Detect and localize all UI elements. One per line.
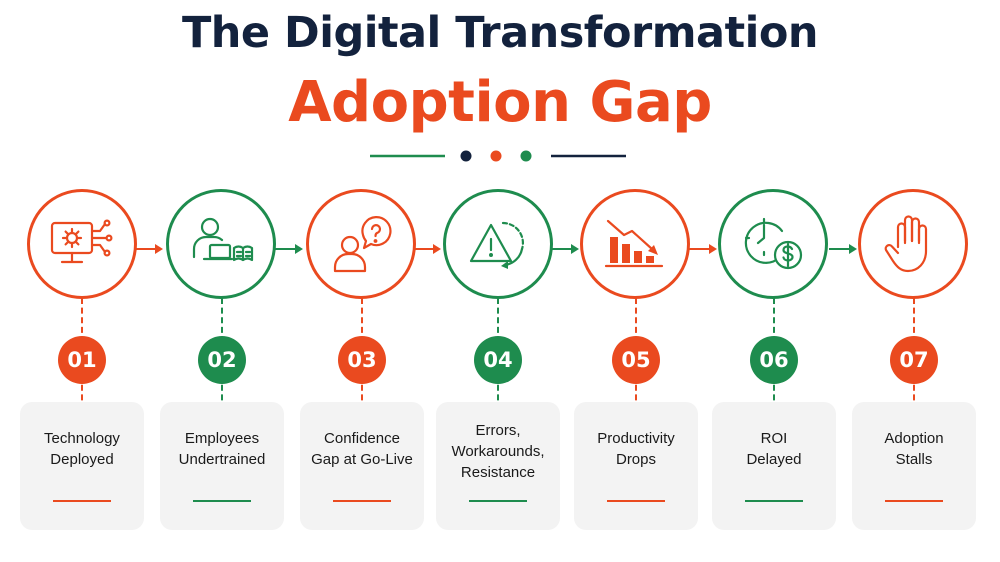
step-7-number: 07	[890, 336, 938, 384]
card-accent-bar	[469, 500, 527, 502]
title-line-2: Adoption Gap	[288, 70, 712, 135]
flow-arrow-icon	[275, 244, 303, 254]
person-question-icon	[333, 216, 392, 273]
step-4-number: 04	[474, 336, 522, 384]
step-5-circle	[580, 189, 690, 299]
person-laptop-book-icon	[192, 217, 254, 262]
step-7-label: Adoption Stalls	[884, 430, 944, 468]
flow-arrow-icon	[135, 244, 163, 254]
card-accent-bar	[607, 500, 665, 502]
step-3-card: Confidence Gap at Go-Live	[300, 402, 424, 530]
step-1-label: Technology Deployed	[44, 430, 120, 468]
clock-dollar-icon	[744, 217, 803, 270]
warning-cycle-icon	[469, 221, 525, 269]
step-1-circle	[27, 189, 137, 299]
stop-hand-icon	[884, 215, 928, 273]
step-2-circle	[166, 189, 276, 299]
step-4-card: Errors, Workarounds, Resistance	[436, 402, 560, 530]
flow-arrow-icon	[413, 244, 441, 254]
step-6-circle	[718, 189, 828, 299]
step-7-circle	[858, 189, 968, 299]
step-2-number: 02	[198, 336, 246, 384]
step-3-number: 03	[338, 336, 386, 384]
step-6-number: 06	[750, 336, 798, 384]
step-6-label: ROI Delayed	[746, 430, 802, 468]
step-5-card: Productivity Drops	[574, 402, 698, 530]
card-accent-bar	[745, 500, 803, 502]
step-5-number: 05	[612, 336, 660, 384]
declining-bars-icon	[604, 219, 664, 268]
step-1-card: Technology Deployed	[20, 402, 144, 530]
monitor-gear-icon	[50, 219, 113, 264]
step-4-circle	[443, 189, 553, 299]
step-3-circle	[306, 189, 416, 299]
flow-arrow-icon	[689, 244, 717, 254]
step-7-card: Adoption Stalls	[852, 402, 976, 530]
flow-arrow-icon	[551, 244, 579, 254]
step-5-label: Productivity Drops	[597, 430, 675, 468]
card-accent-bar	[333, 500, 391, 502]
step-1-number: 01	[58, 336, 106, 384]
card-accent-bar	[193, 500, 251, 502]
card-accent-bar	[885, 500, 943, 502]
title-line-1: The Digital Transformation	[181, 8, 819, 58]
step-3-label: Confidence Gap at Go-Live	[311, 430, 413, 468]
step-6-card: ROI Delayed	[712, 402, 836, 530]
card-accent-bar	[53, 500, 111, 502]
step-4-label: Errors, Workarounds, Resistance	[451, 422, 545, 481]
title-divider	[370, 150, 626, 162]
flow-arrow-icon	[829, 244, 857, 254]
step-2-label: Employees Undertrained	[178, 430, 266, 468]
step-2-card: Employees Undertrained	[160, 402, 284, 530]
